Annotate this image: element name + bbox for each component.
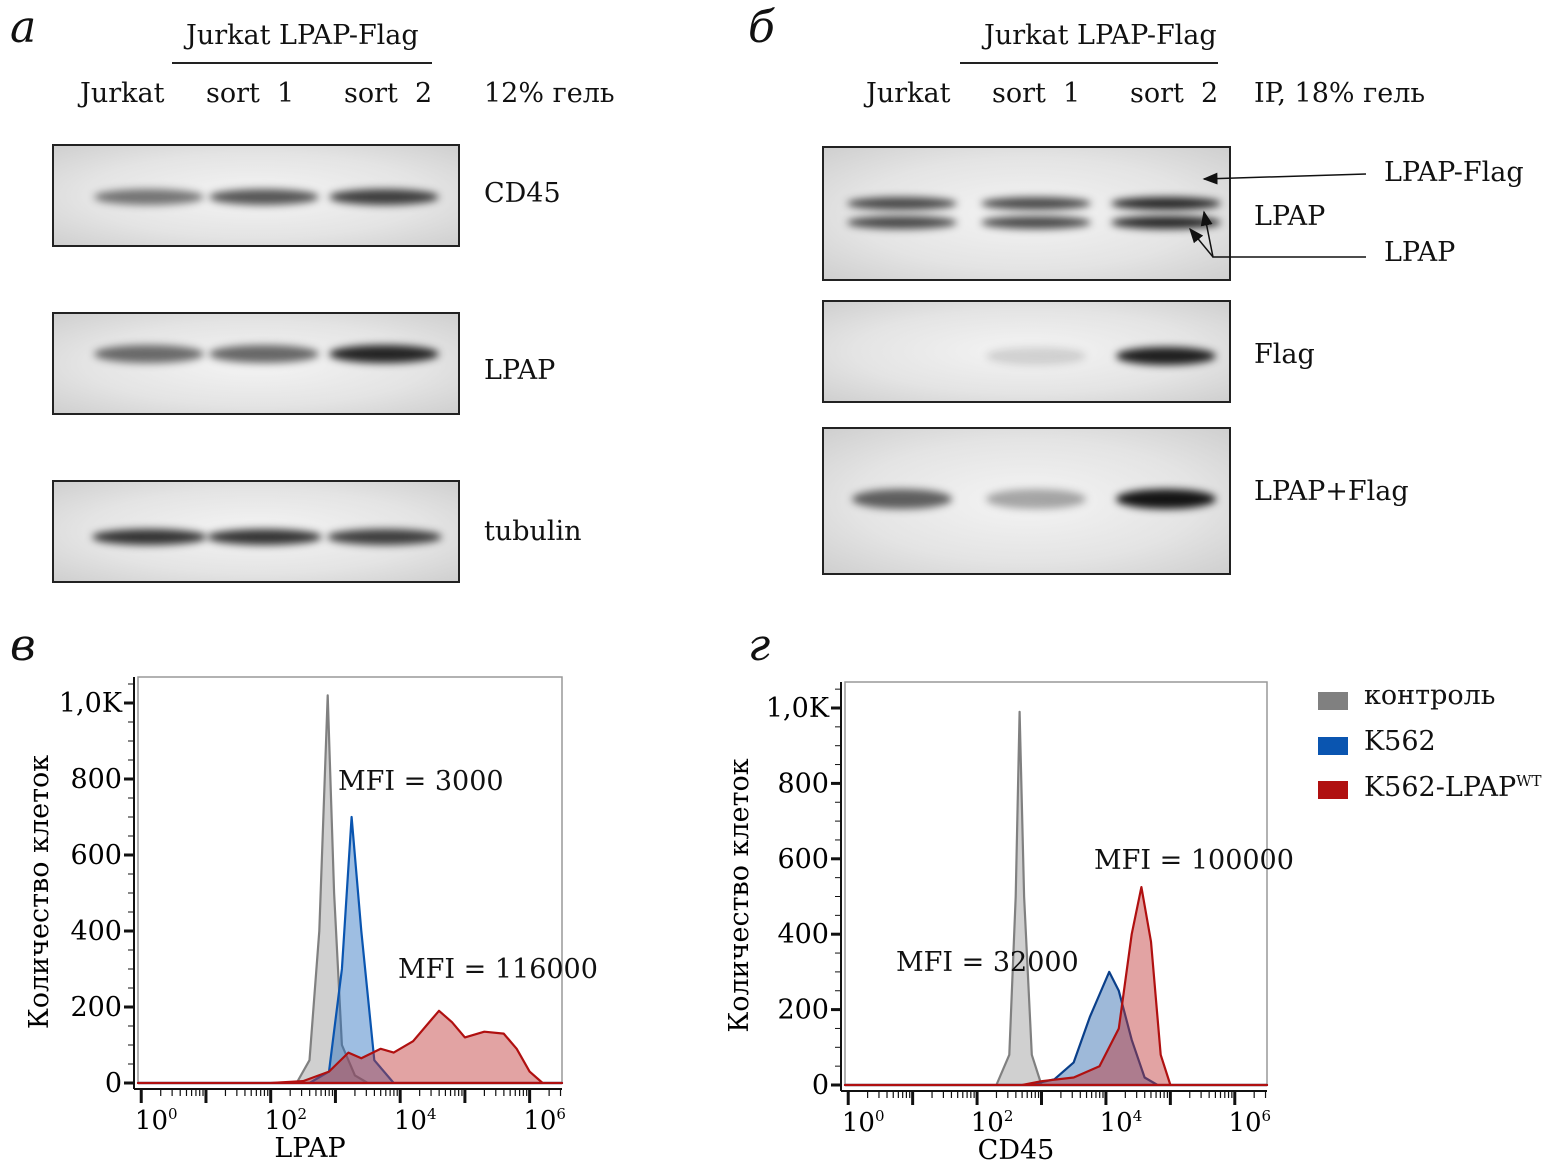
- blot-band: [1111, 215, 1221, 229]
- lane-label: sort 1: [206, 78, 295, 109]
- group-divider: [960, 62, 1218, 64]
- gel-label: IP, 18% гель: [1254, 78, 1426, 109]
- x-axis-label: LPAP: [274, 1133, 345, 1164]
- legend-swatch-k562: [1318, 737, 1348, 755]
- blot-band: [209, 345, 319, 363]
- legend-swatch-k562-lpap: [1318, 781, 1348, 799]
- blot-band: [981, 215, 1091, 229]
- blot-row-label: CD45: [484, 178, 561, 209]
- blot-band: [329, 189, 439, 205]
- blot-band: [206, 529, 322, 545]
- x-tick-label: 102: [971, 1107, 1014, 1138]
- lane-label: Jurkat: [866, 78, 951, 109]
- lane-label: sort 2: [344, 78, 433, 109]
- mfi-annotation: MFI = 100000: [1094, 845, 1294, 876]
- blot-band: [852, 489, 952, 509]
- blot-row-label: LPAP+Flag: [1254, 476, 1409, 507]
- group-divider: [172, 62, 432, 64]
- y-tick-label: 1,0K: [766, 693, 830, 724]
- blot-band: [91, 529, 207, 545]
- lane-label: sort 2: [1130, 78, 1219, 109]
- y-tick-label: 400: [70, 916, 122, 947]
- mfi-annotation: MFI = 3000: [338, 766, 504, 797]
- y-axis-label: Количество клеток: [24, 755, 55, 1029]
- blot-row-label: Flag: [1254, 339, 1315, 370]
- lane-label: sort 1: [992, 78, 1081, 109]
- x-tick-label: 106: [1228, 1107, 1271, 1138]
- legend-label: контроль: [1364, 680, 1496, 711]
- blot-ip-lpap-flag: [822, 427, 1231, 575]
- y-tick-label: 800: [70, 764, 122, 795]
- legend-label: K562-LPAPWT: [1364, 772, 1542, 803]
- legend-label-main: K562-LPAP: [1364, 772, 1517, 803]
- mfi-annotation: MFI = 32000: [896, 947, 1079, 978]
- y-axis-label: Количество клеток: [724, 758, 755, 1032]
- panel-label-b: б: [748, 2, 775, 53]
- legend-label: K562: [1364, 726, 1436, 757]
- blot-band: [94, 345, 204, 363]
- blot-band: [94, 189, 204, 205]
- blot-band: [326, 529, 442, 545]
- y-tick-label: 200: [777, 995, 829, 1026]
- blot-band: [329, 345, 439, 363]
- panel-label-d: г: [748, 620, 771, 671]
- y-tick-label: 1,0K: [59, 688, 123, 719]
- histogram-k562-lpap-wt: [136, 1009, 564, 1085]
- blot-band: [1116, 489, 1216, 509]
- blot-lpap: [52, 312, 460, 415]
- y-tick-label: 0: [105, 1068, 122, 1099]
- blot-tubulin: [52, 480, 460, 583]
- legend-label-sup: WT: [1516, 772, 1542, 790]
- gel-label: 12% гель: [484, 78, 615, 109]
- y-tick-label: 600: [70, 840, 122, 871]
- blot-band: [986, 347, 1086, 365]
- panel-label-a: а: [10, 2, 37, 53]
- lane-label: Jurkat: [80, 78, 165, 109]
- annotation-lpap: LPAP: [1384, 237, 1456, 268]
- x-tick-label: 104: [1100, 1107, 1143, 1138]
- blot-band: [847, 215, 957, 229]
- blot-cd45: [52, 144, 460, 247]
- histogram-k562-lpap-wt: [843, 886, 1269, 1087]
- y-tick-label: 0: [812, 1070, 829, 1101]
- blot-band: [986, 489, 1086, 509]
- blot-band: [1116, 347, 1216, 365]
- blot-band: [847, 196, 957, 210]
- y-tick-label: 800: [777, 768, 829, 799]
- mfi-annotation: MFI = 116000: [398, 954, 598, 985]
- histogram-k562: [843, 970, 1269, 1087]
- blot-ip-lpap: [822, 146, 1231, 281]
- blot-ip-flag: [822, 300, 1231, 403]
- y-tick-label: 400: [777, 919, 829, 950]
- x-tick-label: 100: [842, 1107, 885, 1138]
- plot-frame: [844, 681, 1268, 1086]
- blot-band: [209, 189, 319, 205]
- annotation-lpap-flag: LPAP-Flag: [1384, 157, 1524, 188]
- y-tick-label: 200: [70, 992, 122, 1023]
- group-label-a: Jurkat LPAP-Flag: [186, 20, 419, 51]
- blot-row-label: tubulin: [484, 516, 582, 547]
- histogram-контроль: [843, 710, 1269, 1087]
- blot-row-label: LPAP: [484, 355, 556, 386]
- x-axis-label: CD45: [978, 1135, 1055, 1166]
- group-label-b: Jurkat LPAP-Flag: [984, 20, 1217, 51]
- blot-band: [981, 196, 1091, 210]
- panel-label-c: в: [10, 620, 36, 671]
- blot-band: [1111, 196, 1221, 210]
- y-tick-label: 600: [777, 844, 829, 875]
- legend-swatch-control: [1318, 692, 1348, 710]
